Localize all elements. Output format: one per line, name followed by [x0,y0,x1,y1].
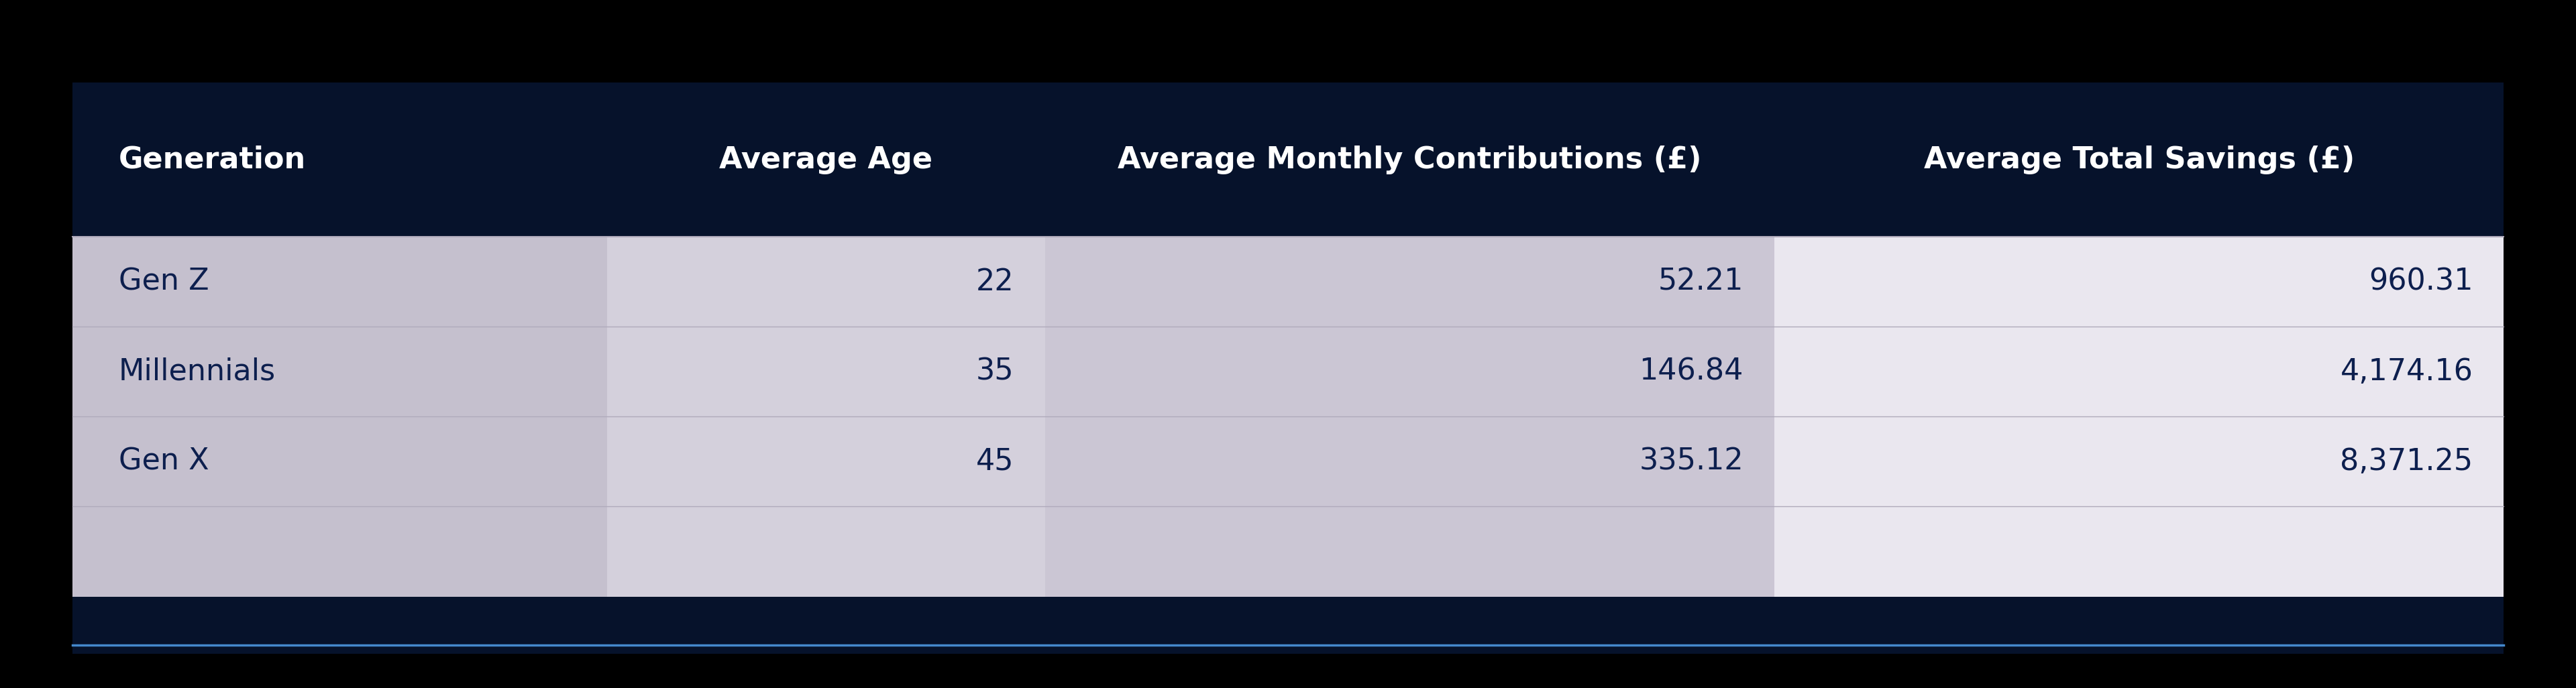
Bar [1046,506,1775,596]
Text: 4,174.16: 4,174.16 [2339,357,2473,386]
Text: Gen Z: Gen Z [118,268,209,296]
Text: Gen X: Gen X [118,447,209,476]
Bar [72,237,608,327]
Bar [72,327,608,417]
Bar [1775,237,2504,327]
Text: Average Age: Average Age [719,145,933,174]
Text: Average Monthly Contributions (£): Average Monthly Contributions (£) [1118,145,1703,174]
Text: 960.31: 960.31 [2370,268,2473,296]
Text: 146.84: 146.84 [1638,357,1744,386]
Bar [608,417,1046,506]
Text: 52.21: 52.21 [1659,268,1744,296]
Text: Millennials: Millennials [118,357,276,386]
Text: 335.12: 335.12 [1638,447,1744,476]
Bar [72,417,608,506]
Bar [1775,506,2504,596]
Text: Average Total Savings (£): Average Total Savings (£) [1924,145,2354,174]
Bar [1046,417,1775,506]
Bar [608,237,1046,327]
Bar [608,327,1046,417]
Bar [72,83,2504,237]
Bar [72,83,2504,654]
Text: Generation: Generation [118,145,307,174]
Bar [1046,237,1775,327]
Text: 8,371.25: 8,371.25 [2339,447,2473,476]
Bar [1046,327,1775,417]
Text: 45: 45 [976,447,1015,476]
Bar [608,506,1046,596]
Bar [1775,417,2504,506]
Text: 22: 22 [976,268,1015,296]
Text: 35: 35 [976,357,1015,386]
Bar [72,506,608,596]
Bar [1775,327,2504,417]
Bar [72,596,2504,654]
